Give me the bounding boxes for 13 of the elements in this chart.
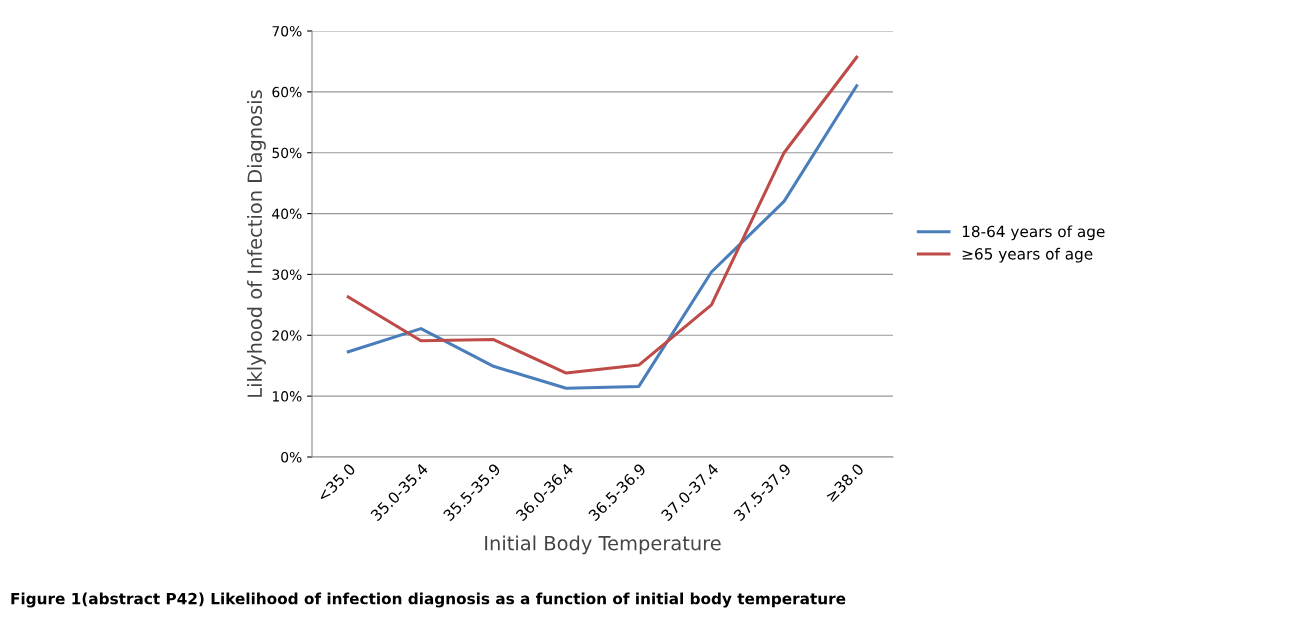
- y-tick-label: 60%: [272, 86, 302, 98]
- y-tick-label: 30%: [272, 269, 302, 280]
- y-tick-label: 0%: [281, 451, 302, 463]
- y-tick-label: 20%: [272, 330, 302, 341]
- y-tick-label: 40%: [272, 208, 302, 220]
- x-axis-title: Initial Body Temperature: [485, 535, 721, 555]
- caption: Figure 1(abstract P42) Likelihood of infection diagnosis as a function of initial body temperature: [11, 592, 846, 608]
- legend-label: ≥65 years of age: [962, 247, 1093, 263]
- y-tick-label: 10%: [272, 391, 302, 402]
- y-tick-label: 50%: [272, 147, 302, 159]
- y-axis-title: Liklyhood of Infection Diagnosis: [247, 90, 266, 397]
- y-tick-label: 70%: [272, 25, 302, 37]
- legend-label: 18-64 years of age: [962, 225, 1105, 241]
